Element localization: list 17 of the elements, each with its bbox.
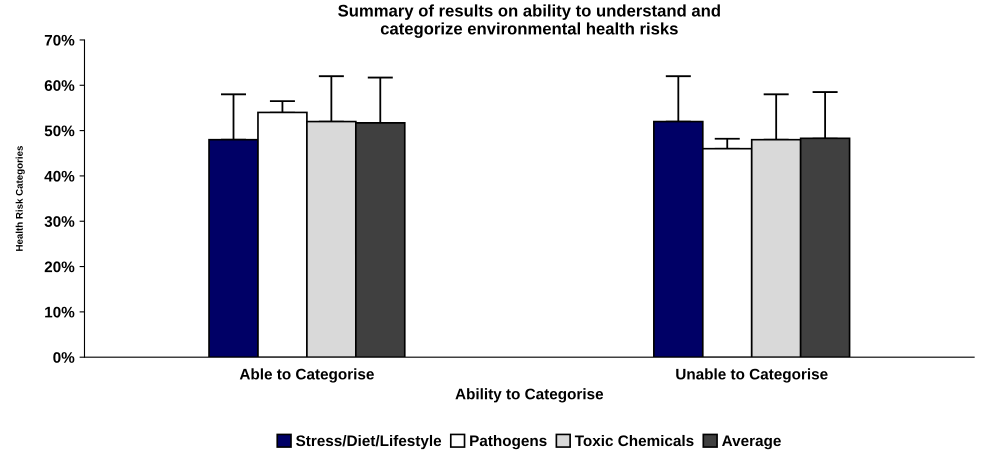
y-tick-label: 30% — [44, 216, 74, 227]
y-tick-label: 20% — [44, 261, 74, 272]
x-tick-label: Unable to Categorise — [676, 368, 828, 383]
legend-label: Pathogens — [470, 434, 547, 450]
legend-label: Toxic Chemicals — [574, 434, 694, 446]
y-tick-label: 10% — [45, 306, 74, 318]
y-tick-label: 70% — [44, 34, 74, 46]
y-tick-label: 60% — [44, 80, 74, 91]
y-tick-label: 50% — [44, 125, 74, 136]
legend-label: Stress/Diet/Lifestyle — [296, 434, 442, 450]
y-tick-label: 40% — [44, 170, 74, 182]
x-axis-title: Ability to Categorise — [455, 388, 604, 402]
y-tick-label: 0% — [53, 352, 74, 363]
legend-label: Average — [722, 436, 781, 450]
x-tick-label: Able to Categorise — [240, 368, 374, 383]
chart-title: Summary of results on ability to understand and categorize environmental health risks — [338, 4, 720, 38]
y-axis-title: Health Risk Categories — [16, 146, 25, 251]
